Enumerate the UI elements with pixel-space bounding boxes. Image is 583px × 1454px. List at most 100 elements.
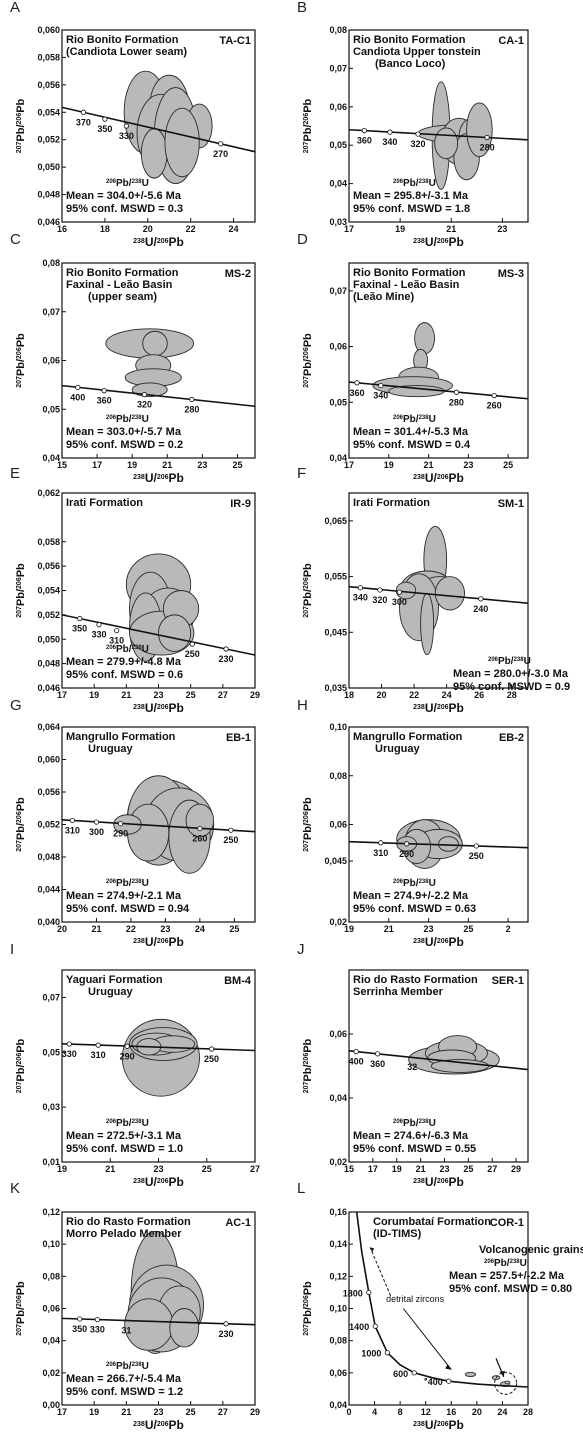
concordia-age-marker <box>141 392 148 398</box>
panel-title-line: Irati Formation <box>353 497 430 509</box>
concordia-age-marker <box>117 821 124 827</box>
y-tick-label: 0,064 <box>37 722 60 732</box>
analysis-ellipse <box>185 803 215 838</box>
y-tick-label: 0,044 <box>37 885 60 895</box>
x-tick-label: 29 <box>250 1407 260 1417</box>
panel-g: G 310 300 290 260 250 20 21 22 23 24 25 0,040 0,044 0,… <box>10 697 256 949</box>
x-tick-label: 23 <box>497 224 507 234</box>
x-axis-title: 238U/206Pb <box>133 1175 184 1189</box>
x-tick-label: 16 <box>57 224 67 234</box>
detrital-arrow-down <box>402 1308 452 1370</box>
y-tick-label: 0,08 <box>42 258 60 268</box>
stats-mean: Mean = 303.0+/-5.7 Ma <box>66 426 182 438</box>
panel-title-line: Irati Formation <box>66 497 143 509</box>
concordia-age-label: 250 <box>204 1054 219 1064</box>
y-axis-title: 207Pb/206Pb <box>15 1281 27 1336</box>
concordia-age-marker <box>77 1316 83 1322</box>
concordia-age-label-partial: 32 <box>407 1062 417 1072</box>
y-tick-label: 0,07 <box>329 286 347 296</box>
y-tick-label: 0,052 <box>37 610 60 620</box>
y-axis-title: 207Pb/206Pb <box>15 1038 27 1093</box>
concordia-age-label: 400 <box>70 392 85 402</box>
y-tick-label: 0,060 <box>37 755 60 765</box>
x-tick-label: 19 <box>127 460 137 470</box>
panel-letter: C <box>10 231 21 248</box>
stats-isotope-label: 206Pb/238U <box>393 878 436 889</box>
stats-mswd: 95% conf. MSWD = 1.8 <box>353 203 470 215</box>
panel-d: D 360 340 280 260 17 19 21 23 25 0,04 0,05 0,06 0,07 2… <box>297 231 529 485</box>
stats-mean: Mean = 280.0+/-3.0 Ma <box>453 668 569 680</box>
sample-id: SER-1 <box>492 975 524 987</box>
y-tick-label: 0,058 <box>37 537 60 547</box>
analysis-ellipses <box>105 328 195 398</box>
y-tick-label: 0,035 <box>324 683 347 693</box>
concordia-age-marker <box>361 128 367 134</box>
sample-id: SM-1 <box>498 498 524 510</box>
x-tick-label: 28 <box>523 1407 533 1417</box>
x-tick-label: 23 <box>197 460 207 470</box>
y-tick-label: 0,056 <box>37 787 60 797</box>
concordia-age-marker <box>208 1046 215 1052</box>
x-tick-label: 23 <box>424 924 434 934</box>
y-tick-label: 0,065 <box>324 516 347 526</box>
y-tick-label: 0,01 <box>42 1157 60 1167</box>
concordia-age-label: 350 <box>72 624 87 634</box>
concordia-curve <box>349 128 528 141</box>
y-tick-label: 0,046 <box>37 217 60 227</box>
y-tick-label: 0,04 <box>42 453 60 463</box>
panel-title-line: Corumbataí Formation <box>373 1216 491 1228</box>
y-tick-label: 0,048 <box>37 659 60 669</box>
y-tick-label: 0,054 <box>37 107 60 117</box>
x-tick-label: 24 <box>229 224 239 234</box>
y-tick-label: 0,03 <box>329 217 347 227</box>
y-tick-label: 0,10 <box>42 1239 60 1249</box>
sample-id: IR-9 <box>230 498 251 510</box>
x-tick-label: 21 <box>416 1164 426 1174</box>
panel-title-line: Rio Bonito Formation <box>66 34 179 46</box>
concordia-age-label: 1000 <box>361 1349 381 1359</box>
concordia-age-label: 280 <box>184 405 199 415</box>
analysis-ellipses <box>408 1035 500 1075</box>
y-axis-title: 207Pb/206Pb <box>15 797 27 852</box>
panel-i: I 330 310 290 250 19 21 23 25 27 0,01 0,03 0,05 0,07 2… <box>10 941 260 1189</box>
y-tick-label: 0,06 <box>42 1304 60 1314</box>
y-tick-label: 0,10 <box>329 722 347 732</box>
y-tick-label: 0,06 <box>329 820 347 830</box>
x-tick-label: 21 <box>121 1407 131 1417</box>
y-tick-label: 0,08 <box>329 1336 347 1346</box>
concordia-age-label: 330 <box>91 630 106 640</box>
panel-title-line: Rio Bonito Formation <box>353 267 466 279</box>
concordia-age-marker <box>415 131 421 137</box>
x-tick-label: 17 <box>344 224 354 234</box>
x-tick-label: 23 <box>463 460 473 470</box>
concordia-age-marker <box>69 817 75 824</box>
stats-mswd: 95% conf. MSWD = 0.80 <box>449 1283 572 1295</box>
panel-title-line: Candiota Upper tonstein <box>353 46 481 58</box>
panel-title-line: Rio do Rasto Formation <box>66 1216 191 1228</box>
analysis-ellipses <box>113 775 215 874</box>
x-tick-label: 15 <box>344 1164 354 1174</box>
panel-title-line: Faxinal - Leão Basin <box>353 279 460 291</box>
concordia-age-marker <box>375 1051 381 1057</box>
x-tick-label: 4 <box>372 1407 377 1417</box>
panel-letter: D <box>297 231 308 248</box>
x-tick-label: 19 <box>395 224 405 234</box>
concordia-age-label: 250 <box>469 851 484 861</box>
stats-mswd: 95% conf. MSWD = 1.2 <box>66 1386 183 1398</box>
concordia-age-label: 360 <box>370 1059 385 1069</box>
analysis-ellipses <box>395 525 465 656</box>
panel-k: K 350 330 230 31 17 19 21 23 25 27 29 0,00 0,02 0,04 0,… <box>10 1180 260 1432</box>
y-axis-title: 207Pb/206Pb <box>302 797 314 852</box>
x-tick-label: 21 <box>162 460 172 470</box>
concordia-age-label: 290 <box>113 829 128 839</box>
concordia-age-marker <box>491 392 497 399</box>
x-tick-label: 25 <box>186 690 196 700</box>
x-tick-label: 25 <box>463 924 473 934</box>
stats-isotope-label: 206Pb/238U <box>106 1118 149 1129</box>
y-tick-label: 0,02 <box>329 917 347 927</box>
x-tick-label: 25 <box>229 924 239 934</box>
analysis-ellipse <box>504 1380 511 1385</box>
x-tick-label: 22 <box>186 224 196 234</box>
panel-title-line: Mangrullo Formation <box>66 731 176 743</box>
